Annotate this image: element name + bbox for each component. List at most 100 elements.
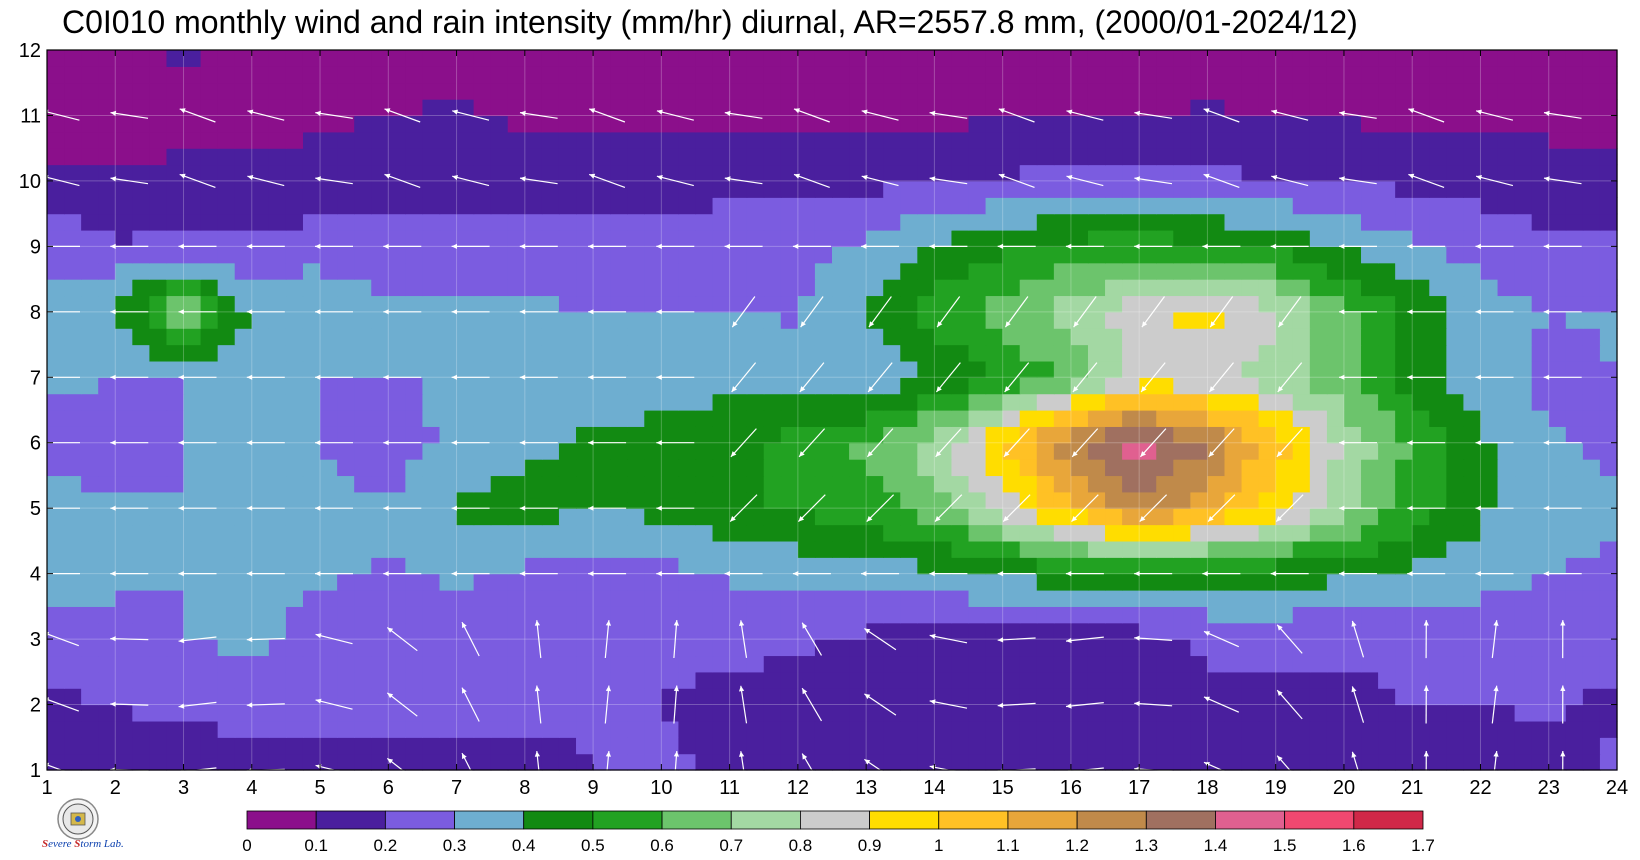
heatmap-cell xyxy=(917,360,935,378)
heatmap-cell xyxy=(661,639,680,657)
heatmap-cell xyxy=(661,148,680,166)
heatmap-cell xyxy=(849,148,867,166)
heatmap-cell xyxy=(1497,311,1516,329)
heatmap-cell xyxy=(541,753,560,771)
heatmap-cell xyxy=(729,360,748,378)
heatmap-cell xyxy=(1480,246,1499,264)
heatmap-cell xyxy=(354,573,372,591)
heatmap-cell xyxy=(1548,328,1567,346)
heatmap-cell xyxy=(1156,639,1174,657)
heatmap-cell xyxy=(661,426,680,444)
heatmap-cell xyxy=(507,66,526,84)
heatmap-cell xyxy=(729,410,748,427)
heatmap-cell xyxy=(814,262,833,280)
heatmap-cell xyxy=(337,82,355,100)
heatmap-cell xyxy=(81,311,99,329)
heatmap-cell xyxy=(490,508,509,526)
wind-arrow-head xyxy=(1543,571,1550,577)
heatmap-cell xyxy=(64,279,82,297)
heatmap-cell xyxy=(849,295,867,313)
wind-arrow-head xyxy=(1004,386,1011,392)
heatmap-cell xyxy=(1343,671,1362,689)
heatmap-cell xyxy=(64,66,82,84)
heatmap-cell xyxy=(900,737,918,755)
heatmap-cell xyxy=(1207,328,1226,346)
heatmap-cell xyxy=(763,344,782,362)
heatmap-cell xyxy=(1395,639,1413,657)
heatmap-cell xyxy=(1599,344,1618,362)
heatmap-cell xyxy=(1241,246,1260,264)
heatmap-cell xyxy=(1139,66,1157,84)
heatmap-cell xyxy=(900,393,918,411)
heatmap-cell xyxy=(1497,557,1516,575)
heatmap-cell xyxy=(797,197,816,215)
heatmap-cell xyxy=(661,131,680,149)
heatmap-cell xyxy=(917,655,935,673)
heatmap-cell xyxy=(883,540,901,558)
heatmap-cell xyxy=(1087,328,1106,346)
heatmap-cell xyxy=(1292,508,1311,526)
heatmap-cell xyxy=(1514,360,1533,378)
heatmap-cell xyxy=(149,164,168,182)
wind-arrow-head xyxy=(110,176,117,182)
heatmap-cell xyxy=(1224,82,1243,100)
heatmap-cell xyxy=(439,459,458,477)
heatmap-cell xyxy=(1480,655,1499,673)
heatmap-cell xyxy=(1002,213,1021,231)
heatmap-cell xyxy=(780,410,799,427)
heatmap-cell xyxy=(661,230,680,247)
heatmap-cell xyxy=(610,115,628,133)
heatmap-cell xyxy=(47,131,65,149)
heatmap-cell xyxy=(1292,295,1311,313)
heatmap-cell xyxy=(1190,66,1209,84)
wind-arrow xyxy=(1134,177,1173,185)
heatmap-cell xyxy=(1258,622,1277,640)
heatmap-cell xyxy=(968,540,987,558)
wind-arrow-head xyxy=(1065,571,1072,577)
heatmap-cell xyxy=(47,426,65,444)
heatmap-cell xyxy=(1343,475,1362,493)
heatmap-cell xyxy=(1309,148,1328,166)
heatmap-cell xyxy=(422,606,441,624)
heatmap-cell xyxy=(917,246,935,264)
heatmap-cell xyxy=(217,590,236,607)
heatmap-cell xyxy=(951,639,970,657)
wind-arrow xyxy=(1276,428,1303,458)
heatmap-cell xyxy=(507,688,526,706)
heatmap-cell xyxy=(1053,639,1072,657)
heatmap-cell xyxy=(1446,377,1465,395)
heatmap-cell xyxy=(1326,622,1345,640)
heatmap-cell xyxy=(934,459,953,477)
heatmap-cell xyxy=(695,344,714,362)
wind-arrow-head xyxy=(178,505,184,511)
heatmap-cell xyxy=(473,557,492,575)
heatmap-cell xyxy=(593,82,611,100)
heatmap-cell xyxy=(1463,164,1482,182)
heatmap-cell xyxy=(763,279,782,297)
heatmap-cell xyxy=(1173,475,1191,493)
wind-arrow xyxy=(1209,296,1234,328)
colorbar-swatch xyxy=(1215,810,1286,830)
heatmap-cell xyxy=(354,671,372,689)
heatmap-cell xyxy=(968,655,987,673)
heatmap-cell xyxy=(1378,622,1396,640)
heatmap-cell xyxy=(1122,720,1140,738)
heatmap-cell xyxy=(1070,753,1089,771)
heatmap-cell xyxy=(593,557,611,575)
heatmap-cell xyxy=(644,737,662,755)
heatmap-cell xyxy=(576,82,594,100)
heatmap-cell xyxy=(1173,442,1191,460)
heatmap-cell xyxy=(576,590,594,607)
heatmap-cell xyxy=(695,99,714,117)
heatmap-cell xyxy=(64,82,82,100)
heatmap-cell xyxy=(951,328,970,346)
wind-arrow-head xyxy=(452,175,458,181)
heatmap-cell xyxy=(183,524,202,542)
heatmap-cell xyxy=(302,50,321,67)
heatmap-cell xyxy=(302,230,321,247)
heatmap-cell xyxy=(985,639,1004,657)
heatmap-cell xyxy=(1087,590,1106,607)
heatmap-cell xyxy=(883,230,901,247)
heatmap-cell xyxy=(763,99,782,117)
heatmap-cell xyxy=(917,639,935,657)
